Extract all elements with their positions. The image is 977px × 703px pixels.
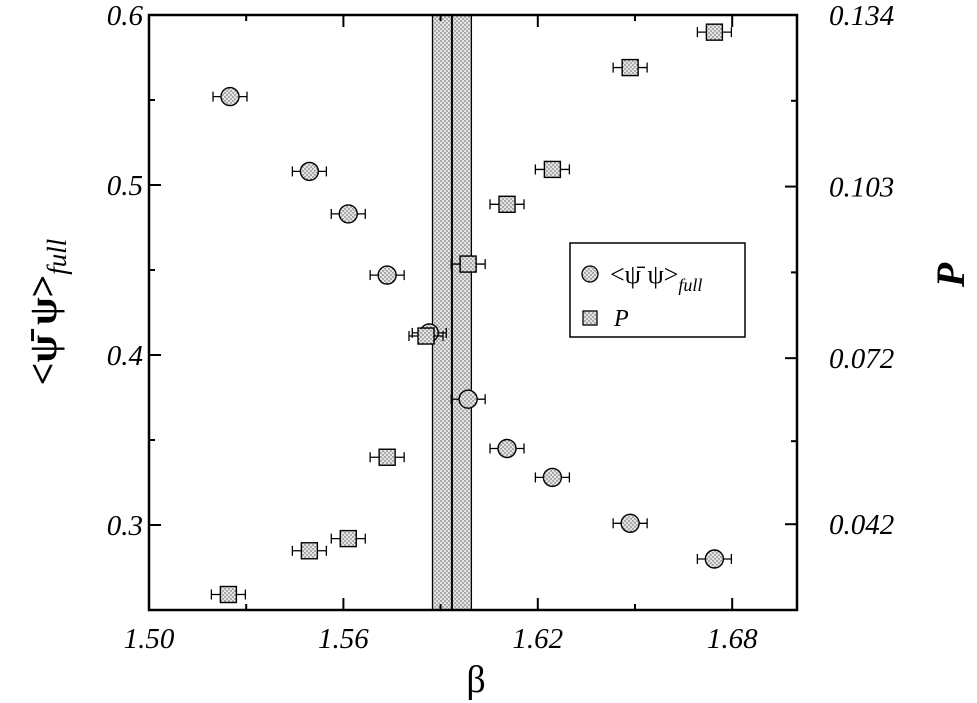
p-point bbox=[219, 585, 238, 604]
svg-text:<ψ̄ ψ>full: <ψ̄ ψ>full bbox=[20, 239, 72, 386]
y-tick-label-right: 0.134 bbox=[829, 0, 894, 32]
y-axis-title: <ψ̄ ψ>full bbox=[20, 239, 72, 386]
p-point bbox=[339, 529, 357, 548]
legend-label-p: P bbox=[613, 306, 629, 332]
psi-point bbox=[542, 467, 563, 488]
psi-point bbox=[704, 549, 725, 569]
x-tick-label: 1.56 bbox=[318, 623, 369, 655]
y-tick-label-right: 0.072 bbox=[829, 343, 894, 375]
x-axis-title: β bbox=[466, 659, 485, 701]
p-point bbox=[498, 195, 516, 213]
psi-point bbox=[497, 438, 517, 459]
y-tick-label-left: 0.6 bbox=[107, 0, 144, 32]
p-point bbox=[417, 327, 435, 345]
x-tick-label: 1.68 bbox=[707, 623, 758, 655]
legend-square-marker bbox=[582, 310, 598, 326]
svg-text:<ψ̄ ψ>full: <ψ̄ ψ>full bbox=[610, 260, 702, 295]
y-tick-label-left: 0.4 bbox=[107, 340, 143, 372]
p-point bbox=[543, 160, 562, 179]
x-tick-label: 1.50 bbox=[124, 623, 175, 655]
legend-box bbox=[569, 242, 746, 338]
y-tick-label-right: 0.042 bbox=[829, 509, 894, 541]
legend: <ψ̄ ψ>full P bbox=[569, 242, 746, 338]
legend-label-psi: <ψ̄ ψ> bbox=[610, 260, 678, 289]
svg-text:P: P bbox=[928, 262, 973, 288]
psi-point bbox=[338, 204, 358, 224]
data-marks bbox=[210, 23, 733, 604]
psi-point bbox=[220, 86, 240, 107]
y-axis-title-main: <ψ̄ ψ> bbox=[20, 275, 65, 386]
legend-label-psi-subscript: full bbox=[678, 275, 702, 295]
axis-ticks: 1.50 1.56 1.62 1.68 0.3 0.4 0.5 0.6 0.042 0.072 0.… bbox=[107, 0, 895, 655]
psi-point bbox=[377, 265, 397, 285]
y-tick-label-right: 0.103 bbox=[829, 172, 894, 204]
psi-point bbox=[458, 389, 478, 409]
y-axis-title-subscript: full bbox=[42, 239, 72, 275]
y-tick-label-left: 0.3 bbox=[107, 510, 143, 542]
y-tick-label-left: 0.5 bbox=[107, 170, 143, 202]
psi-point bbox=[620, 513, 640, 533]
p-point bbox=[705, 23, 724, 41]
legend-circle-marker bbox=[581, 265, 599, 283]
x-tick-label: 1.62 bbox=[512, 623, 563, 655]
p-point bbox=[621, 58, 639, 77]
psi-point bbox=[299, 161, 320, 182]
p-point bbox=[300, 542, 319, 560]
p-point bbox=[459, 255, 477, 273]
p-point bbox=[378, 448, 396, 466]
plot-frame bbox=[147, 13, 799, 612]
critical-band bbox=[431, 14, 473, 611]
y-axis-right-title: P bbox=[928, 262, 973, 288]
